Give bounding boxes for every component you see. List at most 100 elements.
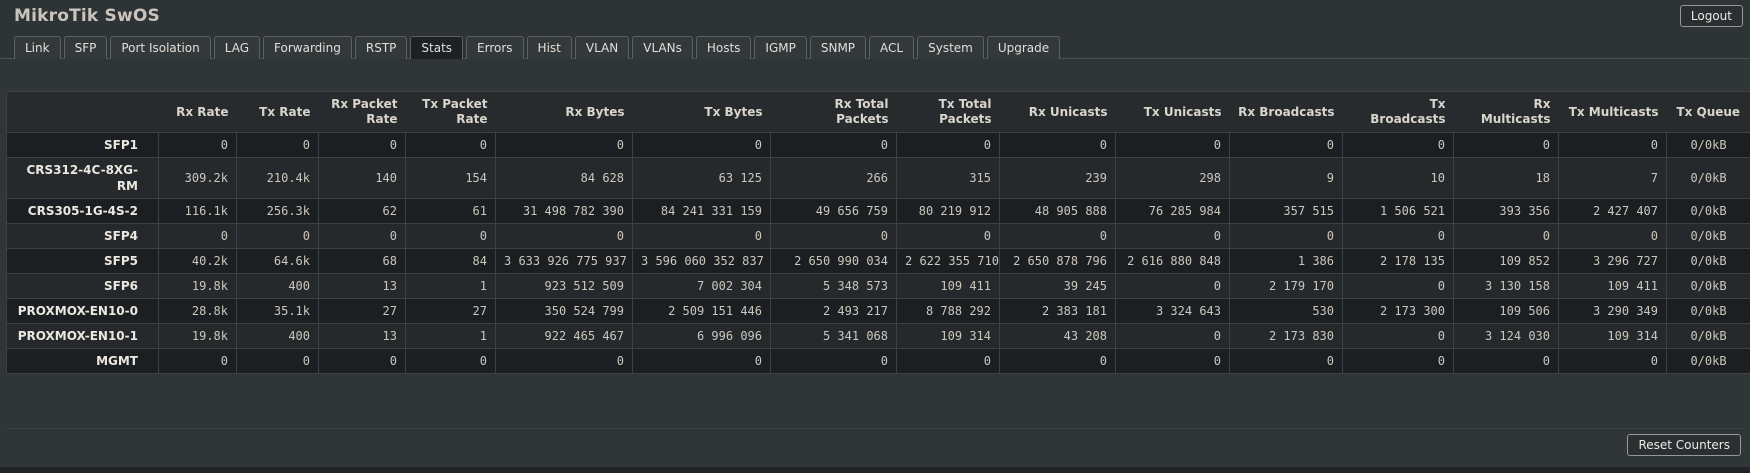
tab-port-isolation[interactable]: Port Isolation [110,36,211,59]
stat-cell: 0 [1342,132,1454,158]
stat-cell: 64.6k [236,248,319,274]
stat-cell: 62 [318,198,406,224]
tab-hist[interactable]: Hist [526,36,572,59]
tab-bar: Link SFP Port Isolation LAG Forwarding RSTP St… [0,32,1750,59]
logout-button[interactable]: Logout [1679,5,1743,27]
stat-cell: 2 493 217 [770,298,897,324]
stat-cell: 2 173 300 [1342,298,1454,324]
port-name: CRS305-1G-4S-2 [6,198,159,224]
stat-cell: 0 [1115,348,1230,374]
tab-igmp[interactable]: IGMP [754,36,807,59]
stat-cell: 80 219 912 [896,198,1000,224]
stat-cell: 0 [1115,132,1230,158]
stat-cell: 31 498 782 390 [495,198,633,224]
stat-cell: 2 179 170 [1229,273,1343,299]
tab-rstp[interactable]: RSTP [354,36,408,59]
tab-vlans[interactable]: VLANs [632,36,693,59]
stat-cell: 0 [632,223,771,249]
stat-cell: 0 [1342,348,1454,374]
col-header-tx-bytes: Tx Bytes [632,91,771,133]
stat-cell: 2 427 407 [1558,198,1667,224]
table-row-crs305-1g-4s-2: CRS305-1G-4S-2 116.1k 256.3k 62 61 31 498 782… [6,198,1750,224]
table-row-proxmox-en10-0: PROXMOX-EN10-0 28.8k 35.1k 27 27 350 524 799 2… [6,298,1750,324]
stat-cell: 154 [405,157,496,199]
stat-cell: 266 [770,157,897,199]
port-name: PROXMOX-EN10-1 [6,323,159,349]
stat-cell: 0 [158,223,237,249]
port-name: CRS312-4C-8XG-RM [6,157,159,199]
stat-cell: 2 173 830 [1229,323,1343,349]
tab-acl[interactable]: ACL [869,36,915,59]
stat-cell: 0 [999,132,1116,158]
stat-cell: 0 [405,223,496,249]
stat-cell: 0/0kB [1666,198,1750,224]
stat-cell: 400 [236,273,319,299]
reset-counters-button[interactable]: Reset Counters [1627,434,1741,456]
tab-sfp[interactable]: SFP [63,36,108,59]
stat-cell: 84 [405,248,496,274]
col-header-port [6,91,159,133]
stat-cell: 0 [318,223,406,249]
stat-cell: 19.8k [158,323,237,349]
tab-errors[interactable]: Errors [466,36,524,59]
stat-cell: 43 208 [999,323,1116,349]
stat-cell: 116.1k [158,198,237,224]
stat-cell: 0 [1229,223,1343,249]
stat-cell: 256.3k [236,198,319,224]
table-row-crs312-4c-8xg-rm: CRS312-4C-8XG-RM 309.2k 210.4k 140 154 84 628… [6,157,1750,199]
stat-cell: 210.4k [236,157,319,199]
tab-snmp[interactable]: SNMP [809,36,867,59]
stat-cell: 2 622 355 710 [896,248,1000,274]
tab-upgrade[interactable]: Upgrade [986,36,1061,59]
stat-cell: 0 [495,223,633,249]
stat-cell: 5 341 068 [770,323,897,349]
stat-cell: 0 [1229,132,1343,158]
stat-cell: 0 [158,132,237,158]
stat-cell: 239 [999,157,1116,199]
stat-cell: 48 905 888 [999,198,1116,224]
stat-cell: 0 [896,223,1000,249]
port-name: SFP5 [6,248,159,274]
stat-cell: 0/0kB [1666,157,1750,199]
stat-cell: 357 515 [1229,198,1343,224]
stat-cell: 84 628 [495,157,633,199]
stat-cell: 27 [318,298,406,324]
stat-cell: 19.8k [158,273,237,299]
tab-vlan[interactable]: VLAN [574,36,630,59]
stat-cell: 0 [1558,348,1667,374]
port-name: SFP4 [6,223,159,249]
stat-cell: 530 [1229,298,1343,324]
stat-cell: 0 [236,223,319,249]
stat-cell: 315 [896,157,1000,199]
stat-cell: 10 [1342,157,1454,199]
stat-cell: 400 [236,323,319,349]
stat-cell: 18 [1453,157,1559,199]
stat-cell: 0 [770,348,897,374]
app-header: MikroTik SwOS Logout [0,0,1750,32]
stat-cell: 922 465 467 [495,323,633,349]
stat-cell: 40.2k [158,248,237,274]
stats-table: Rx Rate Tx Rate Rx Packet Rate Tx Packet Ra… [6,91,1750,374]
tab-forwarding[interactable]: Forwarding [263,36,352,59]
stat-cell: 923 512 509 [495,273,633,299]
stat-cell: 109 314 [1558,323,1667,349]
stat-cell: 0 [1229,348,1343,374]
footer-divider [6,428,1744,429]
tab-stats[interactable]: Stats [410,36,464,59]
tab-hosts[interactable]: Hosts [695,36,752,59]
port-name: MGMT [6,348,159,374]
stat-cell: 13 [318,273,406,299]
stat-cell: 2 509 151 446 [632,298,771,324]
tab-system[interactable]: System [917,36,984,59]
port-name: SFP1 [6,132,159,158]
app-title: MikroTik SwOS [14,6,161,26]
stat-cell: 0 [999,223,1116,249]
stat-cell: 0 [1453,132,1559,158]
col-header-tx-multicasts: Tx Multicasts [1558,91,1667,133]
tab-link[interactable]: Link [14,36,61,59]
stat-cell: 0 [318,348,406,374]
tab-lag[interactable]: LAG [213,36,261,59]
stat-cell: 0 [495,348,633,374]
stat-cell: 0 [770,223,897,249]
stat-cell: 0 [1558,223,1667,249]
